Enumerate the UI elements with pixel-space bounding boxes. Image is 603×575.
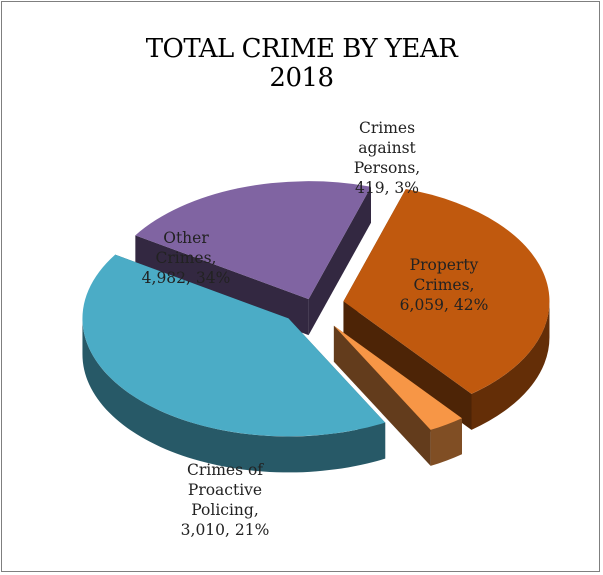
data-label-property-crimes-line-1: Crimes, bbox=[414, 276, 475, 294]
slice-crimes-against-persons-outer-wall-0 bbox=[430, 418, 462, 466]
slice-crimes-against-persons bbox=[333, 325, 462, 430]
data-label-crimes-against-persons: Crimes against Persons, 419, 3% bbox=[354, 119, 420, 197]
chart-title-line-2: 2018 bbox=[269, 63, 334, 93]
slice-property-crimes-outer-wall-0 bbox=[82, 318, 386, 473]
pie-tops bbox=[82, 181, 550, 437]
data-label-crimes-of-proactive-policing-line-1: Proactive bbox=[188, 481, 262, 499]
data-label-crimes-against-persons-line-2: Persons, bbox=[354, 159, 420, 177]
data-label-other-crimes-line-0: Other bbox=[163, 229, 209, 247]
slice-crimes-of-proactive-policing bbox=[135, 181, 371, 300]
data-label-other-crimes-line-2: 4,982, 34% bbox=[142, 269, 231, 287]
data-label-other-crimes: Other Crimes, 4,982, 34% bbox=[142, 229, 231, 287]
data-label-crimes-against-persons-line-0: Crimes bbox=[359, 119, 415, 137]
data-label-crimes-of-proactive-policing-line-3: 3,010, 21% bbox=[181, 521, 270, 539]
data-label-crimes-of-proactive-policing-line-0: Crimes of bbox=[187, 461, 264, 479]
slice-crimes-of-proactive-policing-radial-wall-1 bbox=[308, 186, 371, 336]
slice-other-crimes bbox=[343, 188, 550, 394]
chart-title-line-1: TOTAL CRIME BY YEAR bbox=[145, 34, 458, 64]
data-label-other-crimes-line-1: Crimes, bbox=[156, 249, 217, 267]
data-label-crimes-of-proactive-policing: Crimes of Proactive Policing, 3,010, 21% bbox=[181, 461, 270, 539]
slice-property-crimes bbox=[82, 254, 386, 437]
slice-other-crimes-radial-wall-1 bbox=[343, 301, 472, 430]
data-label-crimes-of-proactive-policing-line-2: Policing, bbox=[191, 501, 259, 519]
data-label-property-crimes-line-2: 6,059, 42% bbox=[400, 296, 489, 314]
slice-other-crimes-outer-wall-0 bbox=[471, 301, 550, 430]
data-label-property-crimes-line-0: Property bbox=[410, 256, 479, 274]
data-label-crimes-against-persons-line-1: against bbox=[358, 139, 416, 157]
data-label-property-crimes: Property Crimes, 6,059, 42% bbox=[400, 256, 489, 314]
slice-crimes-against-persons-radial-wall-1 bbox=[333, 325, 431, 466]
data-label-crimes-against-persons-line-3: 419, 3% bbox=[355, 179, 419, 197]
